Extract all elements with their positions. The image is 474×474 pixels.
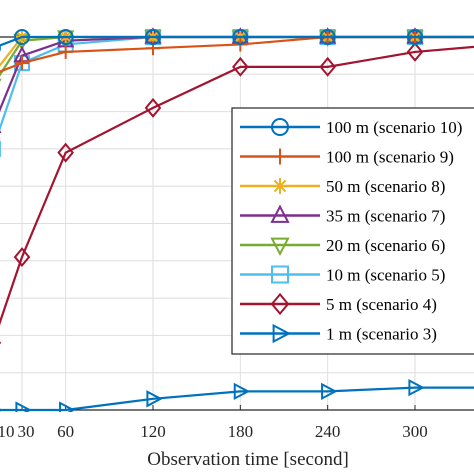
legend-label: 50 m (scenario 8) xyxy=(326,177,445,196)
data-point-triangle-right xyxy=(408,378,425,397)
series-line xyxy=(0,35,474,47)
data-point-circle xyxy=(271,118,289,136)
data-point-triangle-right xyxy=(146,390,163,408)
legend-entry: 35 m (scenario 7) xyxy=(240,204,445,226)
series-7 xyxy=(0,41,474,345)
legend-box xyxy=(231,107,474,355)
data-point-triangle-up xyxy=(270,204,290,223)
data-point-diamond xyxy=(144,97,162,118)
series-line xyxy=(0,45,474,326)
legend-label: 20 m (scenario 6) xyxy=(326,236,445,255)
data-point-plus xyxy=(15,56,29,71)
legend-label: 35 m (scenario 7) xyxy=(326,207,445,226)
data-point-triangle-right xyxy=(0,408,3,412)
x-tick-label: 120 xyxy=(140,422,166,441)
legend: 100 m (scenario 10) 100 m (scenario 9) 50 … xyxy=(231,107,474,355)
legend-label: 1 m (scenario 3) xyxy=(326,325,437,344)
data-point-diamond xyxy=(270,292,290,316)
data-point-triangle-right xyxy=(272,323,291,344)
data-point-circle xyxy=(407,29,423,45)
series-8 xyxy=(0,378,474,412)
x-axis-label: Observation time [second] xyxy=(147,449,349,470)
x-tick-label: 240 xyxy=(315,422,341,441)
legend-entry: 100 m (scenario 9) xyxy=(240,148,454,167)
legend-label: 100 m (scenario 9) xyxy=(326,148,454,167)
series-group xyxy=(0,27,474,412)
data-point-circle xyxy=(145,29,161,45)
x-tick-label: 10 xyxy=(0,422,15,441)
legend-entry: 1 m (scenario 3) xyxy=(240,323,437,344)
data-point-circle xyxy=(14,29,30,45)
series-line xyxy=(0,386,474,412)
x-tick-label: 180 xyxy=(228,422,254,441)
data-point-square xyxy=(271,265,289,284)
series-1 xyxy=(0,29,474,52)
x-tick-label: 60 xyxy=(57,422,74,441)
data-point-diamond xyxy=(406,41,424,62)
data-point-plus xyxy=(272,148,288,165)
data-point-diamond xyxy=(13,247,31,268)
data-point-circle xyxy=(57,29,74,45)
legend-entry: 100 m (scenario 10) xyxy=(240,118,462,137)
data-point-triangle-right xyxy=(233,382,251,401)
legend-label: 10 m (scenario 5) xyxy=(326,266,445,285)
data-point-diamond xyxy=(319,56,336,77)
data-point-diamond xyxy=(57,142,74,163)
data-point-triangle-right xyxy=(15,401,32,412)
x-tick-labels: 10 30 60 120 180 240 300 xyxy=(0,422,428,441)
data-point-triangle-right xyxy=(59,401,76,412)
data-point-triangle-down xyxy=(270,237,290,256)
x-tick-label: 30 xyxy=(18,422,35,441)
legend-entry: 10 m (scenario 5) xyxy=(240,265,445,285)
x-tick-label: 300 xyxy=(402,422,428,441)
data-point-circle xyxy=(319,29,336,45)
data-point-asterisk xyxy=(272,178,288,194)
data-point-circle xyxy=(232,29,249,45)
legend-entry: 5 m (scenario 4) xyxy=(240,292,437,316)
data-point-triangle-right xyxy=(321,382,338,401)
legend-entry: 50 m (scenario 8) xyxy=(240,177,445,196)
data-point-diamond xyxy=(232,56,249,77)
legend-label: 100 m (scenario 10) xyxy=(326,118,462,137)
legend-label: 5 m (scenario 4) xyxy=(326,295,437,314)
data-point-plus xyxy=(58,44,73,59)
legend-entry: 20 m (scenario 6) xyxy=(240,236,445,256)
